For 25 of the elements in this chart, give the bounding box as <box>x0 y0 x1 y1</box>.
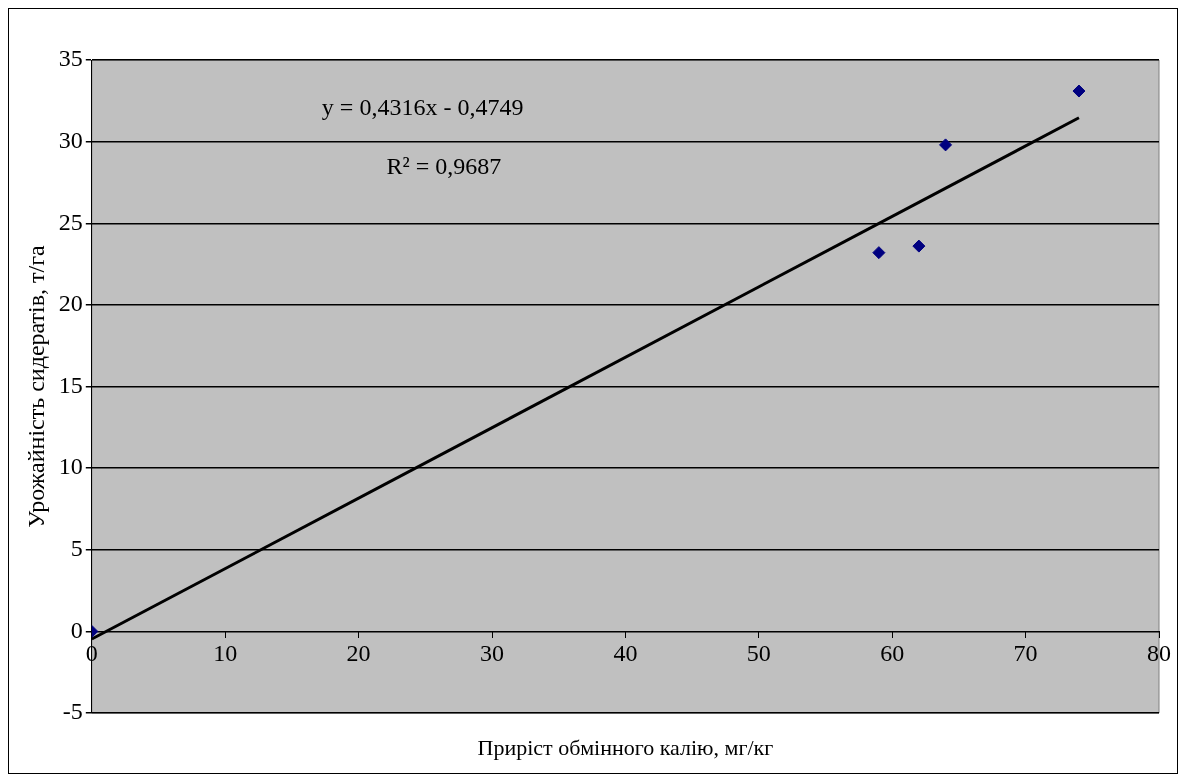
y-tick-label: 20 <box>58 290 83 317</box>
x-tick-label: 40 <box>613 640 638 667</box>
x-tick-label: 80 <box>1147 640 1171 667</box>
x-tick-label: 60 <box>880 640 905 667</box>
x-tick-label: 70 <box>1013 640 1038 667</box>
y-axis-title: Урожайність сидератів, т/га <box>22 244 49 528</box>
x-tick-label: 20 <box>346 640 371 667</box>
annotation: R² = 0,9687 <box>386 153 502 180</box>
x-tick-label: 50 <box>746 640 771 667</box>
point <box>939 138 953 152</box>
y-tick-label: 25 <box>58 208 83 235</box>
x-axis-title: Приріст обмінного калію, мг/кг <box>477 734 774 760</box>
y-tick-label: 35 <box>58 45 83 72</box>
point <box>912 239 926 253</box>
y-tick-label: 15 <box>58 371 83 398</box>
y-tick-label: -5 <box>62 698 83 725</box>
y-tick-label: 10 <box>58 453 83 480</box>
y-tick-label: 5 <box>70 535 83 562</box>
y-tick-label: 0 <box>70 616 83 643</box>
point <box>1072 84 1086 98</box>
y-tick-label: 30 <box>58 126 83 153</box>
point <box>872 246 886 260</box>
x-tick-label: 30 <box>480 640 504 667</box>
x-tick-label: 10 <box>213 640 238 667</box>
annotation: y = 0,4316x - 0,4749 <box>321 94 524 121</box>
